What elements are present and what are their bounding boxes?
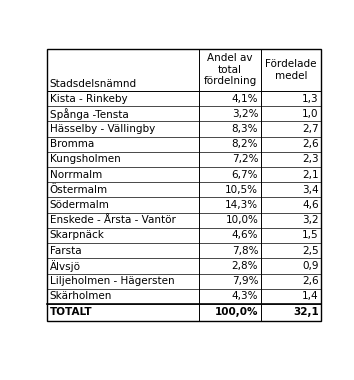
Text: 3,2%: 3,2% — [232, 109, 258, 119]
Text: 3,2: 3,2 — [302, 215, 319, 225]
Text: TOTALT: TOTALT — [50, 307, 92, 317]
Text: 4,3%: 4,3% — [232, 291, 258, 301]
Text: Liljeholmen - Hägersten: Liljeholmen - Hägersten — [50, 276, 175, 286]
Text: 14,3%: 14,3% — [225, 200, 258, 210]
Text: 1,4: 1,4 — [302, 291, 319, 301]
Text: Älvsjö: Älvsjö — [50, 260, 81, 272]
Text: 1,3: 1,3 — [302, 93, 319, 104]
Text: 2,7: 2,7 — [302, 124, 319, 134]
Text: Stadsdelsnämnd: Stadsdelsnämnd — [50, 79, 137, 90]
Text: Andel av
total
fördelning: Andel av total fördelning — [204, 53, 257, 86]
Text: 10,5%: 10,5% — [225, 185, 258, 195]
Text: 1,5: 1,5 — [302, 231, 319, 241]
Text: 8,2%: 8,2% — [232, 139, 258, 149]
Text: 10,0%: 10,0% — [225, 215, 258, 225]
Text: 0,9: 0,9 — [302, 261, 319, 271]
Text: Enskede - Årsta - Vantör: Enskede - Årsta - Vantör — [50, 215, 176, 225]
Text: Skarpnäck: Skarpnäck — [50, 231, 105, 241]
Text: 32,1: 32,1 — [293, 307, 319, 317]
Text: 7,9%: 7,9% — [232, 276, 258, 286]
Text: 6,7%: 6,7% — [232, 169, 258, 180]
Text: Bromma: Bromma — [50, 139, 94, 149]
Text: Södermalm: Södermalm — [50, 200, 110, 210]
Text: 4,1%: 4,1% — [232, 93, 258, 104]
Text: 1,0: 1,0 — [302, 109, 319, 119]
Text: Kungsholmen: Kungsholmen — [50, 154, 120, 165]
Text: 2,8%: 2,8% — [232, 261, 258, 271]
Text: 4,6%: 4,6% — [232, 231, 258, 241]
Text: Farsta: Farsta — [50, 246, 81, 256]
Text: 4,6: 4,6 — [302, 200, 319, 210]
Text: 2,3: 2,3 — [302, 154, 319, 165]
Text: 3,4: 3,4 — [302, 185, 319, 195]
Text: Spånga -Tensta: Spånga -Tensta — [50, 108, 129, 120]
Text: Hässelby - Vällingby: Hässelby - Vällingby — [50, 124, 155, 134]
Text: 2,5: 2,5 — [302, 246, 319, 256]
Text: 8,3%: 8,3% — [232, 124, 258, 134]
Text: 7,2%: 7,2% — [232, 154, 258, 165]
Text: 100,0%: 100,0% — [215, 307, 258, 317]
Text: Kista - Rinkeby: Kista - Rinkeby — [50, 93, 127, 104]
Text: Fördelade
medel: Fördelade medel — [266, 59, 317, 81]
Text: Norrmalm: Norrmalm — [50, 169, 102, 180]
Text: Östermalm: Östermalm — [50, 185, 108, 195]
Text: Skärholmen: Skärholmen — [50, 291, 112, 301]
Text: 2,1: 2,1 — [302, 169, 319, 180]
Text: 2,6: 2,6 — [302, 139, 319, 149]
Text: 2,6: 2,6 — [302, 276, 319, 286]
Text: 7,8%: 7,8% — [232, 246, 258, 256]
